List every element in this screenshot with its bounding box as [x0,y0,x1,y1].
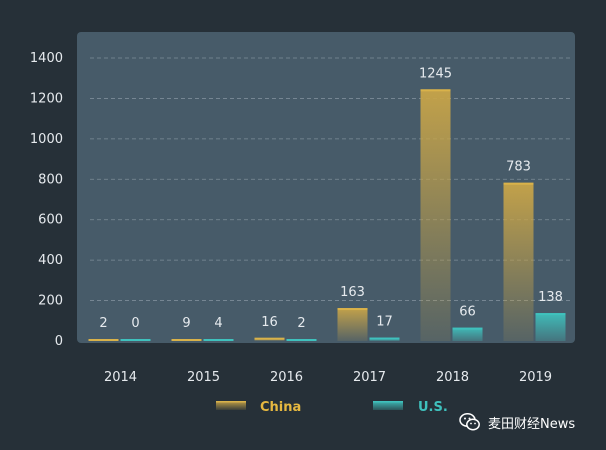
wechat-icon [459,413,480,431]
x-tick-label: 2017 [353,370,386,385]
data-label: 2 [297,316,305,331]
legend-swatch [373,401,403,410]
bar [337,308,368,341]
data-label: 4 [214,316,222,331]
x-tick-label: 2016 [270,370,303,385]
y-tick-label: 0 [55,334,63,349]
y-tick-label: 1400 [30,51,63,66]
grid-lines [90,57,573,301]
data-label: 138 [538,290,563,305]
legend-swatch [216,401,246,410]
bar-top-edge [254,337,285,340]
y-tick-label: 400 [38,253,63,268]
data-label: 17 [376,315,393,330]
legend-swatch-edge [373,401,403,403]
y-tick-label: 1200 [30,91,63,106]
data-label: 783 [506,160,531,175]
data-label: 9 [182,316,190,331]
bar-top-edge [337,308,368,311]
bar [503,182,534,341]
bar [535,313,566,341]
bar-top-edge [286,339,317,341]
bar-top-edge [420,89,451,92]
bar-top-edge [88,339,119,341]
bar [420,89,451,341]
y-tick-label: 600 [38,213,63,228]
legend-label: U.S. [418,400,448,415]
bar-top-edge [120,339,151,341]
legend-swatch-edge [216,401,246,403]
watermark: 麦田财经News [458,410,575,434]
x-axis: 2014 2015 2016 2017 2018 2019 [104,370,552,385]
y-tick-label: 1000 [30,132,63,147]
data-label: 0 [131,316,139,331]
y-axis: 0 200 400 600 800 1000 1200 1400 [30,51,63,349]
plot-background [77,32,575,343]
bar-series [88,89,566,341]
legend: China U.S. [216,400,448,415]
data-label: 163 [340,285,365,300]
watermark-text: 麦田财经News [488,416,576,432]
data-labels: 2 0 9 4 16 2 163 17 1245 66 783 138 [99,66,563,331]
bar-top-edge [369,337,400,340]
y-tick-label: 200 [38,294,63,309]
bar-top-edge [503,182,534,185]
y-tick-label: 800 [38,172,63,187]
x-tick-label: 2015 [187,370,220,385]
bar-top-edge [535,313,566,316]
data-label: 2 [99,316,107,331]
data-label: 66 [459,305,476,320]
data-label: 16 [261,315,278,330]
bar-top-edge [452,327,483,330]
bar-top-edge [171,339,202,341]
bar [452,327,483,341]
x-tick-label: 2018 [436,370,469,385]
data-label: 1245 [419,66,452,81]
x-tick-label: 2014 [104,370,137,385]
legend-label: China [260,400,301,415]
x-tick-label: 2019 [519,370,552,385]
bar-top-edge [203,339,234,341]
